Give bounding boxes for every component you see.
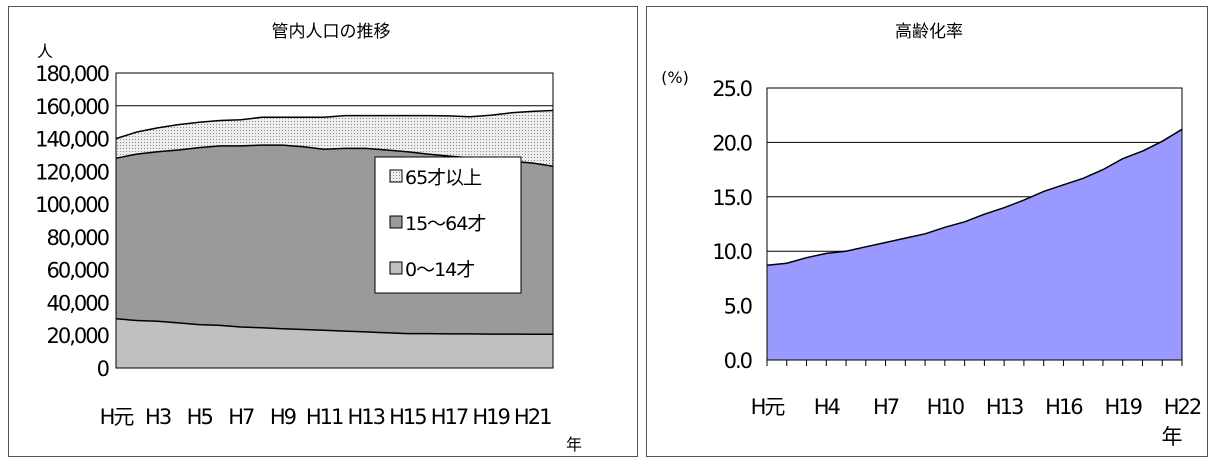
aging-rate-y-tick-label: 20.0 bbox=[712, 131, 751, 155]
aging-rate-chart: 高齢化率 (%) 年 0.0 5.0 10.0 15.0 20.0 25.0 H元 H4 H7 H… bbox=[661, 22, 1203, 449]
population-x-tick-label: H5 bbox=[187, 405, 213, 429]
legend-swatch-working bbox=[389, 215, 403, 229]
aging-rate-x-tick-label: H元 bbox=[751, 395, 786, 419]
aging-rate-y-unit: (%) bbox=[661, 68, 689, 87]
aging-rate-x-unit: 年 bbox=[1162, 425, 1183, 449]
aging-rate-plot-frame bbox=[766, 87, 1183, 361]
population-x-unit: 年 bbox=[566, 435, 582, 454]
aging-rate-y-tick-label: 25.0 bbox=[712, 77, 751, 101]
aging-rate-x-tick-label: H4 bbox=[814, 395, 841, 419]
aging-rate-chart-title: 高齢化率 bbox=[895, 22, 963, 42]
population-y-tick-label: 80,000 bbox=[47, 226, 109, 250]
legend-label-working: 15〜64才 bbox=[405, 213, 485, 235]
population-y-tick-label: 100,000 bbox=[35, 193, 108, 217]
population-y-tick-label: 120,000 bbox=[35, 160, 108, 184]
population-y-tick-label: 0 bbox=[97, 357, 109, 381]
aging-rate-x-tick-label: H19 bbox=[1104, 395, 1141, 419]
population-chart-panel: 管内人口の推移 人 年 0 20,000 40,000 60,000 80,000 100… bbox=[8, 6, 638, 457]
population-y-unit: 人 bbox=[37, 42, 53, 61]
population-chart: 管内人口の推移 人 年 0 20,000 40,000 60,000 80,000 100… bbox=[35, 22, 582, 454]
population-area-young bbox=[116, 318, 553, 368]
aging-rate-y-tick-label: 10.0 bbox=[712, 240, 751, 264]
population-y-tick-label: 60,000 bbox=[47, 259, 109, 283]
population-x-tick-label: H3 bbox=[145, 405, 171, 429]
aging-rate-line bbox=[766, 128, 1183, 267]
population-y-tick-label: 180,000 bbox=[35, 62, 108, 86]
aging-rate-x-tick-label: H7 bbox=[873, 395, 899, 419]
population-x-tick-label: H9 bbox=[270, 405, 296, 429]
population-x-tick-label: H11 bbox=[306, 405, 343, 429]
population-x-tick-label: H19 bbox=[472, 405, 509, 429]
population-x-tick-label: H元 bbox=[100, 405, 135, 429]
aging-rate-y-tick-label: 15.0 bbox=[712, 186, 751, 210]
population-x-tick-label: H7 bbox=[228, 405, 254, 429]
population-x-tick-label: H13 bbox=[347, 405, 384, 429]
population-area-elderly bbox=[116, 110, 553, 167]
population-chart-title: 管内人口の推移 bbox=[272, 22, 391, 42]
legend-label-young: 0〜14才 bbox=[405, 259, 474, 281]
population-y-tick-label: 140,000 bbox=[35, 128, 108, 152]
aging-rate-x-tick-label: H22 bbox=[1164, 395, 1201, 419]
legend-label-elderly: 65才以上 bbox=[405, 167, 482, 189]
population-x-tick-label: H15 bbox=[389, 405, 426, 429]
aging-rate-x-tick-label: H13 bbox=[986, 395, 1023, 419]
population-x-tick-label: H17 bbox=[431, 405, 468, 429]
population-plot-frame bbox=[115, 72, 554, 369]
population-x-tick-label: H21 bbox=[514, 405, 551, 429]
legend-swatch-young bbox=[389, 261, 403, 275]
aging-rate-chart-panel: 高齢化率 (%) 年 0.0 5.0 10.0 15.0 20.0 25.0 H元 H4 H7 H… bbox=[646, 6, 1208, 457]
population-area-elderly-edge bbox=[115, 109, 554, 140]
aging-rate-x-tick-label: H16 bbox=[1045, 395, 1083, 419]
population-y-tick-label: 20,000 bbox=[47, 324, 109, 348]
population-y-tick-label: 160,000 bbox=[35, 95, 108, 119]
population-y-tick-label: 40,000 bbox=[47, 291, 109, 315]
aging-rate-x-tick-label: H10 bbox=[927, 395, 964, 419]
legend-swatch-elderly bbox=[389, 169, 403, 183]
population-legend: 65才以上 15〜64才 0〜14才 bbox=[374, 156, 522, 294]
aging-rate-y-tick-label: 0.0 bbox=[724, 349, 752, 373]
aging-rate-y-tick-label: 5.0 bbox=[724, 295, 752, 319]
population-area-young-edge bbox=[115, 318, 553, 335]
aging-rate-area bbox=[767, 129, 1182, 360]
